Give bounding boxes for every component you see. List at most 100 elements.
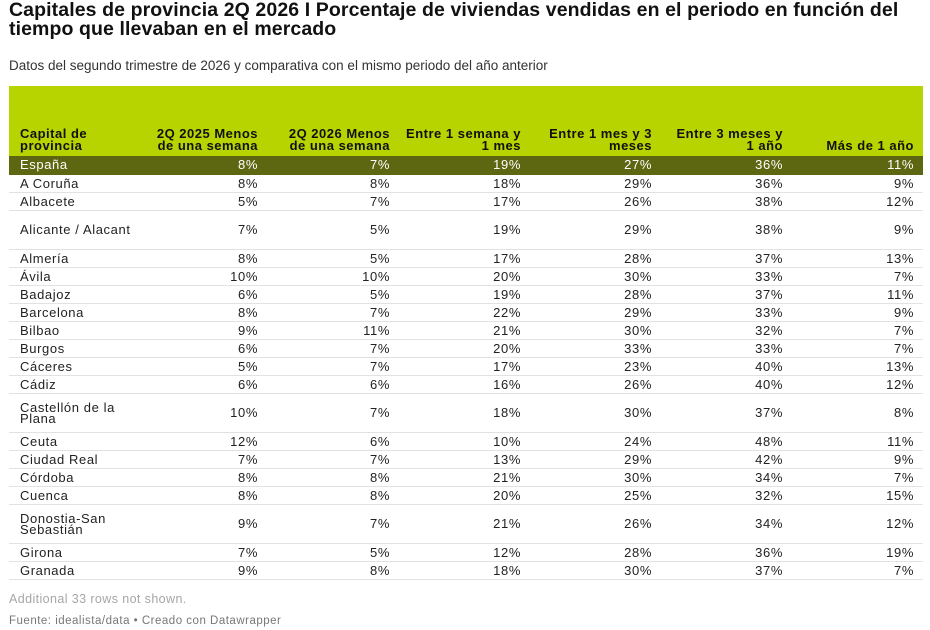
cell-percentage: 10% bbox=[362, 268, 390, 284]
cell-capital-name: Bilbao bbox=[20, 322, 60, 338]
cell-percentage: 16% bbox=[493, 376, 521, 392]
cell-percentage: 33% bbox=[755, 304, 783, 320]
cell-capital-name: Girona bbox=[20, 544, 63, 560]
cell-percentage: 7% bbox=[370, 193, 390, 209]
cell-percentage: 40% bbox=[755, 358, 783, 374]
cell-percentage: 6% bbox=[370, 433, 390, 449]
cell-capital-name: Ávila bbox=[20, 268, 52, 284]
table-row: Córdoba 8% 8% 21% 30% 34% 7% bbox=[9, 468, 923, 486]
cell-percentage: 33% bbox=[755, 340, 783, 356]
cell-percentage: 32% bbox=[755, 487, 783, 503]
cell-percentage: 9% bbox=[238, 322, 258, 338]
cell-percentage: 8% bbox=[370, 562, 390, 578]
cell-percentage: 12% bbox=[230, 433, 258, 449]
cell-percentage: 17% bbox=[493, 358, 521, 374]
cell-percentage: 37% bbox=[755, 286, 783, 302]
cell-percentage: 28% bbox=[624, 286, 652, 302]
cell-percentage: 15% bbox=[886, 487, 914, 503]
cell-percentage: 9% bbox=[894, 175, 914, 191]
cell-percentage: 8% bbox=[238, 487, 258, 503]
chart-subtitle: Datos del segundo trimestre de 2026 y co… bbox=[9, 58, 548, 73]
cell-percentage: 9% bbox=[894, 451, 914, 467]
cell-percentage: 34% bbox=[755, 516, 783, 531]
cell-percentage: 9% bbox=[238, 516, 258, 531]
cell-capital-name: Granada bbox=[20, 562, 75, 578]
cell-percentage: 19% bbox=[493, 222, 521, 237]
cell-percentage: 7% bbox=[894, 340, 914, 356]
cell-percentage: 29% bbox=[624, 304, 652, 320]
cell-percentage: 20% bbox=[493, 487, 521, 503]
table-header-row: Capital de provincia 2Q 2025 Menos de un… bbox=[9, 86, 923, 156]
table-row: Ceuta 12% 6% 10% 24% 48% 11% bbox=[9, 432, 923, 450]
cell-percentage: 9% bbox=[894, 304, 914, 320]
cell-percentage: 7% bbox=[370, 304, 390, 320]
cell-percentage: 8% bbox=[238, 304, 258, 320]
cell-percentage: 36% bbox=[755, 544, 783, 560]
cell-percentage: 32% bbox=[755, 322, 783, 338]
cell-capital-name: Badajoz bbox=[20, 286, 72, 302]
cell-percentage: 30% bbox=[624, 322, 652, 338]
cell-percentage: 11% bbox=[887, 286, 914, 302]
cell-percentage: 33% bbox=[624, 340, 652, 356]
cell-percentage: 5% bbox=[238, 193, 258, 209]
cell-percentage: 19% bbox=[886, 544, 914, 560]
cell-percentage: 7% bbox=[894, 469, 914, 485]
cell-percentage: 7% bbox=[370, 451, 390, 467]
cell-percentage: 21% bbox=[493, 516, 521, 531]
cell-percentage: 7% bbox=[894, 268, 914, 284]
cell-capital-name: Albacete bbox=[20, 193, 76, 209]
cell-percentage: 48% bbox=[755, 433, 783, 449]
cell-capital-name: Ciudad Real bbox=[20, 451, 99, 467]
table-row: Alicante / Alacant 7% 5% 19% 29% 38% 9% bbox=[9, 210, 923, 249]
cell-percentage: 12% bbox=[886, 376, 914, 392]
cell-percentage: 8% bbox=[238, 469, 258, 485]
chart-title: Capitales de provincia 2Q 2026 I Porcent… bbox=[9, 0, 899, 40]
cell-percentage: 6% bbox=[238, 340, 258, 356]
cell-percentage: 28% bbox=[624, 250, 652, 266]
cell-percentage: 18% bbox=[493, 405, 521, 420]
cell-percentage: 8% bbox=[370, 487, 390, 503]
table-row: Albacete 5% 7% 17% 26% 38% 12% bbox=[9, 192, 923, 210]
cell-percentage: 8% bbox=[894, 405, 914, 420]
cell-percentage: 9% bbox=[238, 562, 258, 578]
cell-percentage: 27% bbox=[624, 157, 652, 173]
column-header-capital[interactable]: Capital de provincia bbox=[20, 126, 88, 153]
table-row: Burgos 6% 7% 20% 33% 33% 7% bbox=[9, 339, 923, 357]
table-row: Cádiz 6% 6% 16% 26% 40% 12% bbox=[9, 375, 923, 393]
column-header-3meses-ano[interactable]: Entre 3 meses y 1 año bbox=[676, 126, 783, 153]
cell-percentage: 21% bbox=[493, 469, 521, 485]
table-row-highlight: España 8% 7% 19% 27% 36% 11% bbox=[9, 156, 923, 174]
cell-percentage: 10% bbox=[230, 268, 258, 284]
cell-percentage: 17% bbox=[493, 250, 521, 266]
column-header-semana-mes[interactable]: Entre 1 semana y 1 mes bbox=[406, 126, 521, 153]
cell-percentage: 30% bbox=[624, 405, 652, 420]
cell-percentage: 24% bbox=[624, 433, 652, 449]
cell-percentage: 37% bbox=[755, 562, 783, 578]
table-row: Ávila 10% 10% 20% 30% 33% 7% bbox=[9, 267, 923, 285]
cell-percentage: 10% bbox=[230, 405, 258, 420]
table-row: Castellón de la Plana 10% 7% 18% 30% 37% 8% bbox=[9, 393, 923, 432]
cell-percentage: 34% bbox=[755, 469, 783, 485]
cell-percentage: 42% bbox=[755, 451, 783, 467]
cell-percentage: 12% bbox=[493, 544, 521, 560]
cell-percentage: 8% bbox=[370, 469, 390, 485]
table-row: Almería 8% 5% 17% 28% 37% 13% bbox=[9, 249, 923, 267]
cell-percentage: 8% bbox=[238, 250, 258, 266]
column-header-mas-ano[interactable]: Más de 1 año bbox=[826, 137, 914, 153]
cell-percentage: 33% bbox=[755, 268, 783, 284]
column-header-mes-3meses[interactable]: Entre 1 mes y 3 meses bbox=[549, 126, 652, 153]
table-row: Granada 9% 8% 18% 30% 37% 7% bbox=[9, 561, 923, 579]
data-table: Capital de provincia 2Q 2025 Menos de un… bbox=[9, 86, 923, 580]
cell-percentage: 7% bbox=[370, 405, 390, 420]
column-header-2q2026-menos-semana[interactable]: 2Q 2026 Menos de una semana bbox=[288, 126, 390, 153]
table-row: Ciudad Real 7% 7% 13% 29% 42% 9% bbox=[9, 450, 923, 468]
cell-percentage: 30% bbox=[624, 562, 652, 578]
table-row: Cáceres 5% 7% 17% 23% 40% 13% bbox=[9, 357, 923, 375]
cell-percentage: 11% bbox=[887, 433, 914, 449]
cell-percentage: 7% bbox=[894, 562, 914, 578]
cell-percentage: 25% bbox=[624, 487, 652, 503]
column-header-2q2025-menos-semana[interactable]: 2Q 2025 Menos de una semana bbox=[156, 126, 258, 153]
cell-percentage: 36% bbox=[755, 157, 783, 173]
cell-capital-name: Donostia-San Sebastián bbox=[20, 510, 106, 537]
cell-capital-name: España bbox=[20, 157, 68, 173]
